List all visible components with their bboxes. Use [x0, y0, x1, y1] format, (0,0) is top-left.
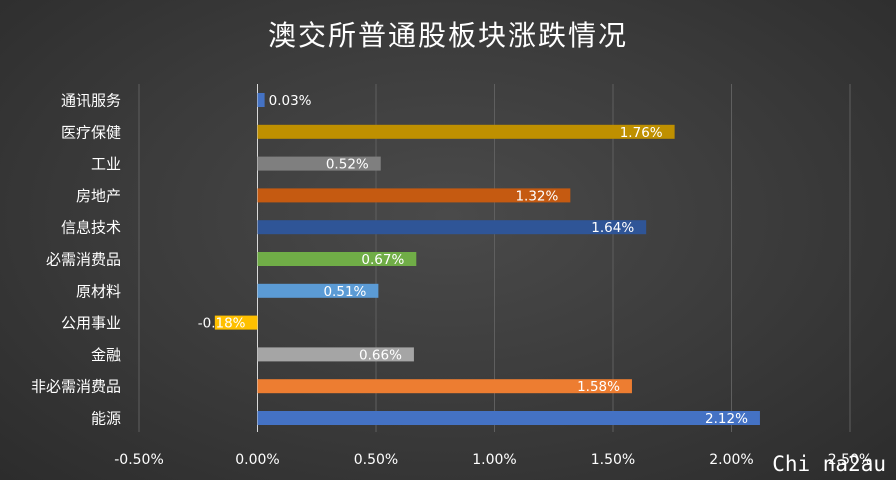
- category-label: 原材料: [76, 282, 121, 300]
- bar: [257, 347, 414, 362]
- bar: [257, 188, 571, 203]
- category-label: 能源: [91, 410, 121, 428]
- bar: [214, 315, 258, 330]
- category-label: 公用事业: [61, 314, 121, 332]
- bar: [257, 411, 760, 425]
- watermark: Chi na2au: [772, 452, 886, 476]
- bar: [257, 124, 675, 139]
- data-label: 1.64%: [591, 220, 634, 236]
- data-label: -0.18%: [198, 316, 246, 332]
- bar: [257, 252, 417, 266]
- category-label: 金融: [91, 346, 121, 364]
- category-label: 通讯服务: [61, 92, 121, 110]
- data-label: 0.03%: [269, 93, 312, 109]
- bars: [214, 93, 760, 425]
- category-label: 工业: [91, 155, 121, 173]
- data-label: 0.66%: [359, 347, 402, 363]
- bar: [257, 283, 379, 298]
- data-label: 1.32%: [515, 188, 558, 204]
- category-label: 必需消费品: [46, 251, 121, 269]
- category-label: 非必需消费品: [31, 378, 121, 396]
- x-tick-label: 2.00%: [709, 452, 753, 468]
- bar: [257, 93, 265, 107]
- x-tick-label: 0.50%: [354, 452, 398, 468]
- x-tick-label: 1.50%: [591, 452, 635, 468]
- data-label: 0.67%: [361, 252, 404, 268]
- bar: [257, 220, 647, 235]
- x-tick-label: 0.00%: [235, 452, 279, 468]
- data-label: 0.51%: [323, 284, 366, 300]
- x-tick-label: 2.50%: [828, 452, 872, 468]
- data-label: 0.52%: [326, 157, 369, 173]
- bar: [257, 156, 381, 171]
- data-label: 1.58%: [577, 379, 620, 395]
- bar: [257, 379, 632, 394]
- chart-title: 澳交所普通股板块涨跌情况: [267, 19, 628, 52]
- category-label: 信息技术: [61, 219, 121, 237]
- category-label: 房地产: [76, 187, 121, 205]
- category-label: 医疗保健: [61, 123, 121, 141]
- x-tick-label: -0.50%: [114, 452, 164, 468]
- data-label: 2.12%: [705, 411, 748, 427]
- labels: -0.50% 0.00% 0.50% 1.00% 1.50% 2.00% 2.50% 通讯服务…: [31, 92, 872, 469]
- x-tick-label: 1.00%: [472, 452, 516, 468]
- data-label: 1.76%: [620, 125, 663, 141]
